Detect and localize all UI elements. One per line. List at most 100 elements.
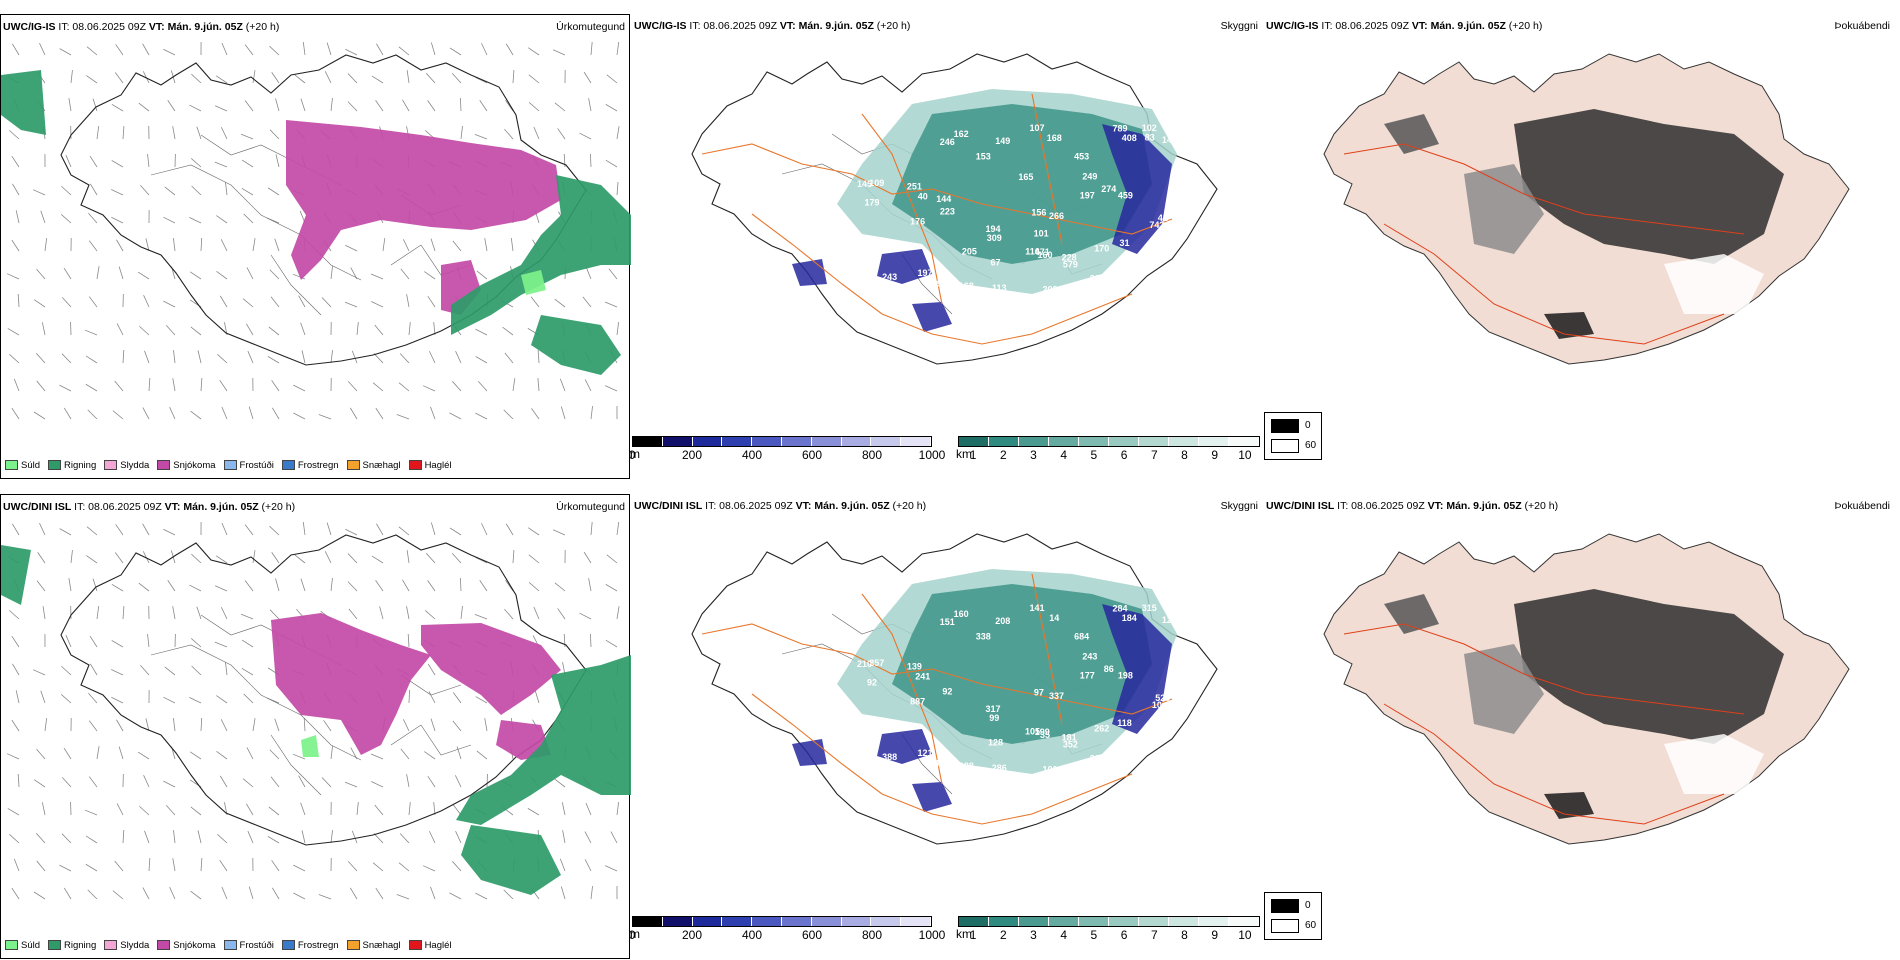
colorbar-swatch: [1109, 917, 1139, 926]
wind-barb: [371, 302, 383, 307]
wind-barb: [380, 606, 383, 619]
wind-barb: [348, 582, 357, 591]
wind-barb: [12, 184, 19, 195]
legend-item: Snæhagl: [347, 460, 401, 471]
wind-barb: [245, 525, 253, 535]
wind-barb: [111, 189, 123, 195]
wind-barb: [481, 43, 487, 55]
wind-barb: [319, 895, 331, 899]
wind-barb: [16, 210, 19, 223]
wind-barb: [348, 861, 357, 871]
wind-barb: [85, 330, 97, 335]
wind-barb: [403, 719, 409, 731]
wind-barb: [148, 634, 149, 647]
wind-barb: [173, 238, 175, 251]
legend-item: Haglél: [409, 940, 452, 951]
colorbar-swatch: [989, 437, 1019, 446]
wind-barb: [111, 669, 123, 675]
wind-barb: [302, 350, 305, 363]
wind-barb: [461, 606, 462, 619]
wind-barb: [529, 555, 539, 563]
km-colorbar-swatches: [958, 436, 1260, 447]
cloud-base-value: 107: [1029, 123, 1044, 133]
legend-label: Frostregn: [298, 940, 339, 951]
wind-barb: [222, 523, 227, 535]
colorbar-swatch: [1049, 437, 1079, 446]
cloud-base-value: 249: [1082, 172, 1097, 182]
wind-barb: [590, 154, 591, 167]
cloud-base-value: 228: [1062, 252, 1077, 262]
wind-barb: [383, 238, 385, 251]
wind-barb: [245, 581, 253, 591]
wind-barb: [62, 354, 71, 363]
wind-barb: [36, 353, 45, 363]
cloud-base-area: [912, 782, 952, 812]
wind-barb: [220, 296, 227, 307]
wind-barb: [117, 323, 123, 335]
cloud-base-value: 184: [1122, 613, 1137, 623]
fog-legend-top: 0 60: [1264, 412, 1322, 460]
wind-barb: [331, 98, 332, 111]
precip-area: [1, 545, 31, 605]
wind-barb: [112, 104, 123, 111]
wind-barb: [173, 718, 175, 731]
wind-barb: [455, 775, 461, 787]
legend-swatch: [48, 940, 61, 950]
wind-barb: [59, 385, 71, 391]
wind-barb: [37, 269, 45, 279]
colorbar-tick: 800: [862, 448, 882, 462]
wind-barb: [399, 47, 409, 55]
wind-barb: [12, 888, 19, 899]
wind-barb: [246, 804, 253, 815]
colorbar-swatch: [842, 437, 872, 446]
wind-barb: [220, 380, 227, 391]
wind-barb: [348, 554, 357, 563]
colorbar-tick: 3: [1030, 928, 1037, 942]
wind-barb: [270, 130, 279, 139]
colorbar-swatch: [663, 437, 693, 446]
wind-barb: [302, 830, 305, 843]
cloud-base-value: 148: [942, 293, 957, 303]
wind-barb: [144, 351, 149, 363]
cloud-base-value: 162: [954, 129, 969, 139]
wind-barb: [476, 357, 487, 363]
colorbar-swatch: [901, 917, 931, 926]
wind-barb: [242, 668, 253, 675]
fog-panel-bottom: UWC/DINI ISL IT: 08.06.2025 09Z VT: Mán.…: [1264, 494, 1894, 959]
wind-barb: [513, 70, 514, 83]
colorbar-swatch: [663, 917, 693, 926]
wind-barb: [173, 350, 175, 363]
wind-barb: [293, 385, 305, 391]
colorbar-swatch: [959, 917, 989, 926]
wind-barb: [400, 834, 409, 843]
wind-barb: [606, 640, 617, 647]
colorbar-swatch: [1079, 917, 1109, 926]
cloud-base-value: 684: [1074, 632, 1089, 642]
cloud-base-value: 140: [1052, 777, 1067, 787]
wind-barb: [41, 691, 45, 703]
wind-barb: [221, 607, 227, 619]
wind-barb: [456, 831, 461, 843]
wind-barb: [606, 584, 617, 591]
wind-barb: [18, 774, 19, 787]
cloud-base-area: [912, 302, 952, 332]
wind-barb: [371, 754, 383, 759]
wind-barb: [61, 694, 71, 703]
precip-area: [286, 120, 561, 280]
precip-area: [271, 613, 431, 755]
wind-barb: [350, 888, 357, 899]
wind-barb: [503, 327, 513, 335]
wind-barb: [9, 834, 19, 843]
wind-barb: [453, 721, 461, 731]
wind-barb: [247, 267, 253, 279]
wind-barb: [86, 356, 97, 363]
wind-barb: [88, 890, 97, 899]
wind-barb: [555, 583, 565, 591]
colorbar-tick: 8: [1181, 928, 1188, 942]
colorbar-swatch: [693, 437, 723, 446]
wind-barb: [407, 606, 409, 619]
wind-barb: [88, 410, 97, 419]
wind-barb: [37, 861, 45, 871]
